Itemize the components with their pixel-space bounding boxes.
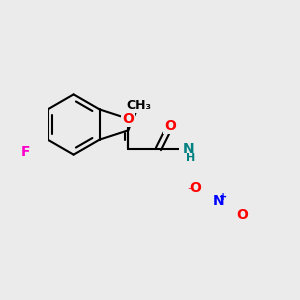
Text: +: + xyxy=(219,192,227,202)
Text: ⁻: ⁻ xyxy=(188,187,194,196)
Text: N: N xyxy=(183,142,194,156)
Text: O: O xyxy=(236,208,248,222)
Text: N: N xyxy=(213,194,224,208)
Text: F: F xyxy=(21,146,30,159)
Text: H: H xyxy=(185,153,195,163)
Text: O: O xyxy=(122,112,134,126)
Text: O: O xyxy=(164,119,176,133)
Text: CH₃: CH₃ xyxy=(126,99,151,112)
Text: O: O xyxy=(189,181,201,194)
